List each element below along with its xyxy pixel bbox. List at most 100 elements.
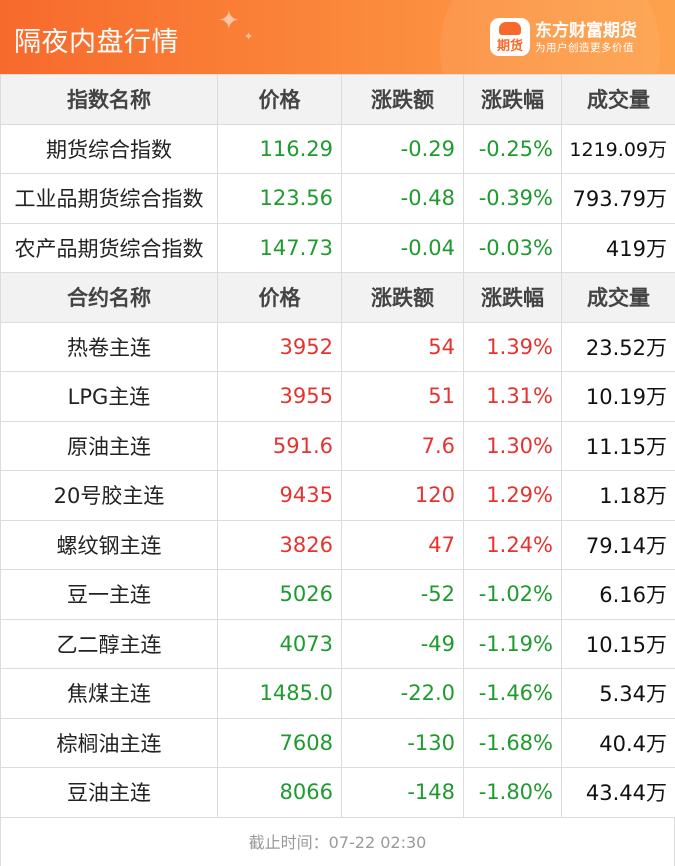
- price-cell: 116.29: [217, 123, 342, 174]
- price-cell: 123.56: [217, 173, 342, 224]
- name-cell: 热卷主连: [0, 321, 218, 372]
- table-row[interactable]: 热卷主连 3952 54 1.39% 23.52万: [0, 321, 675, 372]
- change-cell: 7.6: [341, 420, 464, 471]
- table-row[interactable]: 豆油主连 8066 -148 -1.80% 43.44万: [0, 767, 675, 818]
- volume-cell: 1219.09万: [561, 123, 675, 174]
- percent-cell: -1.02%: [463, 569, 562, 620]
- price-cell: 5026: [217, 569, 342, 620]
- table-row[interactable]: 20号胶主连 9435 120 1.29% 1.18万: [0, 470, 675, 521]
- name-cell: 农产品期货综合指数: [0, 222, 218, 273]
- table-row[interactable]: 焦煤主连 1485.0 -22.0 -1.46% 5.34万: [0, 668, 675, 719]
- table-row[interactable]: 原油主连 591.6 7.6 1.30% 11.15万: [0, 420, 675, 471]
- percent-cell: -0.25%: [463, 123, 562, 174]
- percent-cell: 1.30%: [463, 420, 562, 471]
- deadline-footer: 截止时间：07-22 02:30: [0, 817, 675, 866]
- percent-cell: 1.24%: [463, 519, 562, 570]
- volume-cell: 10.15万: [561, 618, 675, 669]
- name-header: 合约名称: [0, 272, 218, 323]
- name-cell: 棕榈油主连: [0, 717, 218, 768]
- name-cell: 乙二醇主连: [0, 618, 218, 669]
- table-row[interactable]: 期货综合指数 116.29 -0.29 -0.25% 1219.09万: [0, 123, 675, 174]
- sparkle-icon: ✦: [218, 6, 240, 36]
- price-cell: 591.6: [217, 420, 342, 471]
- index_table-header-row: 指数名称 价格 涨跌额 涨跌幅 成交量: [0, 74, 675, 125]
- percent-cell: -1.68%: [463, 717, 562, 768]
- name-cell: 20号胶主连: [0, 470, 218, 521]
- change-header: 涨跌额: [341, 272, 464, 323]
- percent-cell: 1.29%: [463, 470, 562, 521]
- change-cell: -52: [341, 569, 464, 620]
- volume-cell: 23.52万: [561, 321, 675, 372]
- table-row[interactable]: 棕榈油主连 7608 -130 -1.68% 40.4万: [0, 717, 675, 768]
- brand-name: 东方财富期货: [535, 21, 637, 41]
- change-cell: -130: [341, 717, 464, 768]
- table-row[interactable]: 乙二醇主连 4073 -49 -1.19% 10.15万: [0, 618, 675, 669]
- volume-cell: 793.79万: [561, 173, 675, 224]
- percent-cell: -1.80%: [463, 767, 562, 818]
- table-row[interactable]: 工业品期货综合指数 123.56 -0.48 -0.39% 793.79万: [0, 173, 675, 224]
- name-cell: 工业品期货综合指数: [0, 173, 218, 224]
- volume-cell: 1.18万: [561, 470, 675, 521]
- volume-cell: 6.16万: [561, 569, 675, 620]
- change-cell: 47: [341, 519, 464, 570]
- sparkle-small-icon: ✦: [244, 30, 254, 43]
- volume-cell: 5.34万: [561, 668, 675, 719]
- table-row[interactable]: 豆一主连 5026 -52 -1.02% 6.16万: [0, 569, 675, 620]
- change-header: 涨跌额: [341, 74, 464, 125]
- percent-header: 涨跌幅: [463, 272, 562, 323]
- volume-cell: 79.14万: [561, 519, 675, 570]
- change-cell: -49: [341, 618, 464, 669]
- change-cell: 51: [341, 371, 464, 422]
- header-decoration: [440, 0, 660, 74]
- name-cell: 豆一主连: [0, 569, 218, 620]
- price-cell: 9435: [217, 470, 342, 521]
- change-cell: -148: [341, 767, 464, 818]
- volume-cell: 10.19万: [561, 371, 675, 422]
- change-cell: -22.0: [341, 668, 464, 719]
- percent-cell: -1.19%: [463, 618, 562, 669]
- name-cell: 期货综合指数: [0, 123, 218, 174]
- change-cell: 54: [341, 321, 464, 372]
- volume-header: 成交量: [561, 272, 675, 323]
- price-header: 价格: [217, 272, 342, 323]
- name-header: 指数名称: [0, 74, 218, 125]
- name-cell: LPG主连: [0, 371, 218, 422]
- quotes-table: 指数名称 价格 涨跌额 涨跌幅 成交量 期货综合指数 116.29 -0.29 -0.25% 12…: [0, 74, 675, 818]
- percent-cell: -0.39%: [463, 173, 562, 224]
- volume-cell: 419万: [561, 222, 675, 273]
- price-cell: 3955: [217, 371, 342, 422]
- page-header: 隔夜内盘行情 ✦ ✦ 期货 东方财富期货 为用户创造更多价值: [0, 0, 675, 74]
- brand-icon-text: 期货: [496, 39, 523, 54]
- percent-cell: -0.03%: [463, 222, 562, 273]
- volume-cell: 40.4万: [561, 717, 675, 768]
- volume-header: 成交量: [561, 74, 675, 125]
- name-cell: 原油主连: [0, 420, 218, 471]
- change-cell: -0.04: [341, 222, 464, 273]
- price-cell: 3826: [217, 519, 342, 570]
- price-cell: 4073: [217, 618, 342, 669]
- percent-cell: 1.39%: [463, 321, 562, 372]
- table-row[interactable]: 农产品期货综合指数 147.73 -0.04 -0.03% 419万: [0, 222, 675, 273]
- brand-slogan: 为用户创造更多价值: [535, 42, 634, 54]
- name-cell: 螺纹钢主连: [0, 519, 218, 570]
- name-cell: 豆油主连: [0, 767, 218, 818]
- name-cell: 焦煤主连: [0, 668, 218, 719]
- percent-cell: 1.31%: [463, 371, 562, 422]
- price-cell: 147.73: [217, 222, 342, 273]
- table-row[interactable]: 螺纹钢主连 3826 47 1.24% 79.14万: [0, 519, 675, 570]
- price-cell: 3952: [217, 321, 342, 372]
- brand-icon: 期货: [490, 18, 530, 56]
- contract_table-header-row: 合约名称 价格 涨跌额 涨跌幅 成交量: [0, 272, 675, 323]
- page-title: 隔夜内盘行情: [14, 27, 179, 58]
- change-cell: -0.29: [341, 123, 464, 174]
- percent-header: 涨跌幅: [463, 74, 562, 125]
- table-row[interactable]: LPG主连 3955 51 1.31% 10.19万: [0, 371, 675, 422]
- percent-cell: -1.46%: [463, 668, 562, 719]
- price-cell: 7608: [217, 717, 342, 768]
- price-cell: 1485.0: [217, 668, 342, 719]
- price-cell: 8066: [217, 767, 342, 818]
- change-cell: -0.48: [341, 173, 464, 224]
- change-cell: 120: [341, 470, 464, 521]
- volume-cell: 11.15万: [561, 420, 675, 471]
- volume-cell: 43.44万: [561, 767, 675, 818]
